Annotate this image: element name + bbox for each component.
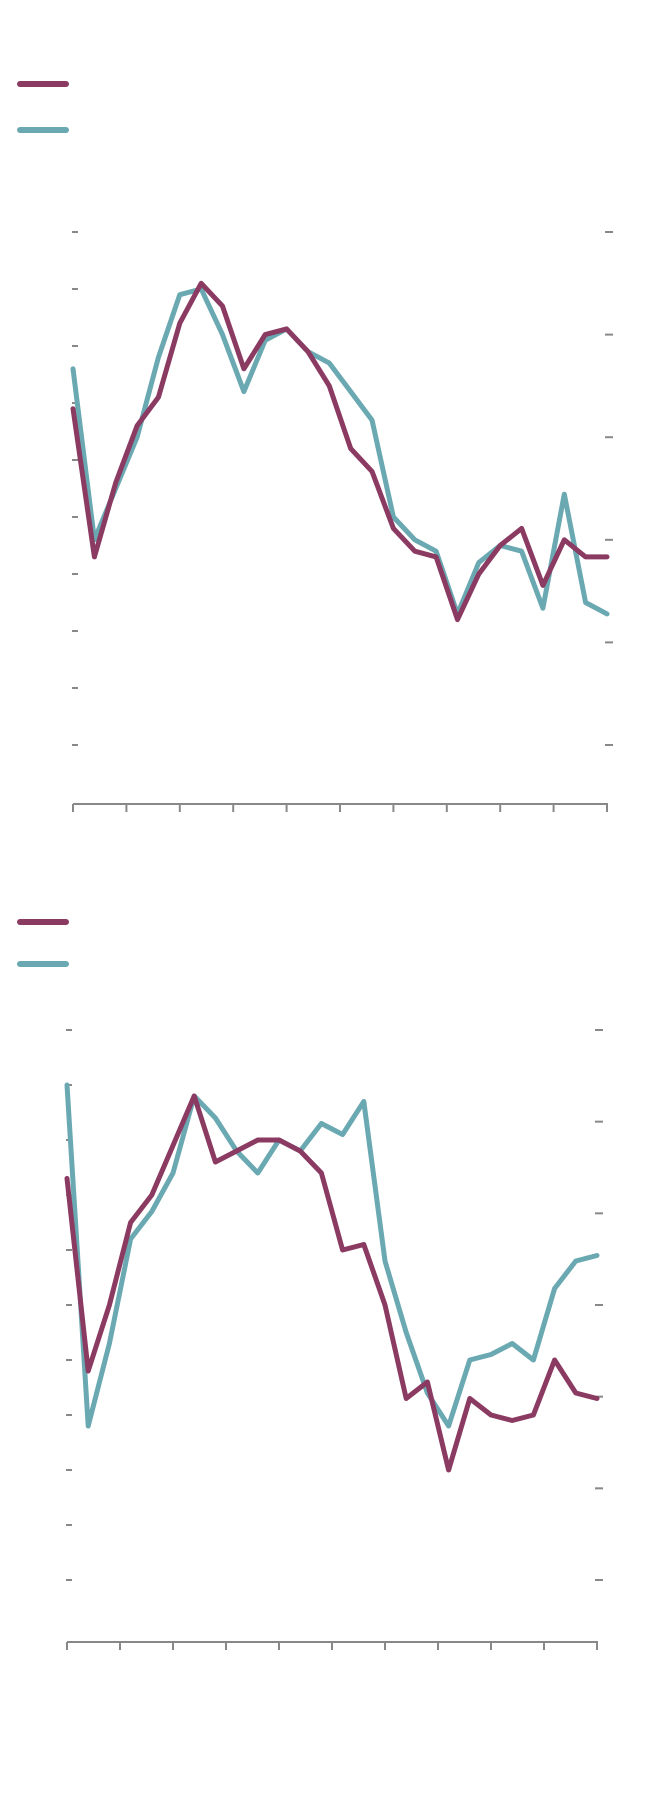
chart-panel-2 — [17, 919, 603, 1650]
series-line-1 — [70, 280, 610, 623]
chart-panel-1 — [17, 81, 613, 812]
series-line-1 — [64, 1093, 600, 1473]
series-line-2 — [64, 1082, 600, 1429]
series-line-2 — [70, 286, 610, 617]
